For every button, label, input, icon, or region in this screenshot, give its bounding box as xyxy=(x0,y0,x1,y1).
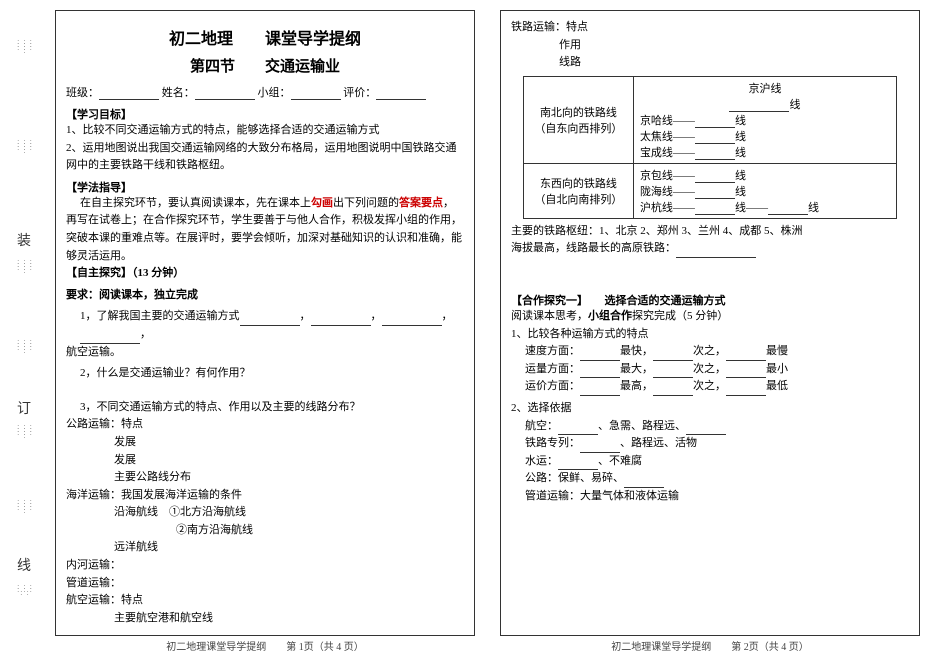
sea-2: 沿海航线 ①北方沿海航线 xyxy=(66,504,464,522)
title-section: 第四节 交通运输业 xyxy=(66,55,464,76)
coop-heading: 【合作探究一】 选择合适的交通运输方式 xyxy=(511,292,909,308)
cmp-volume: 运量方面：最大，次之，最小 xyxy=(511,361,909,379)
cmp-heading: 1、比较各种运输方式的特点 xyxy=(511,326,909,344)
coop-sub: 阅读课本思考，小组合作探究完成（5 分钟） xyxy=(511,308,909,326)
river-line: 内河运输： xyxy=(66,557,464,575)
road-line: 公路运输：特点 xyxy=(66,416,464,434)
sea-4: 远洋航线 xyxy=(66,539,464,557)
footer-1: 初二地理课堂导学提纲 第 1页（共 4 页） xyxy=(56,638,474,653)
basis-air: 航空：、急需、路程远、 xyxy=(511,418,909,436)
sea-3: ②南方沿海航线 xyxy=(66,522,464,540)
basis-heading: 2、选择依据 xyxy=(511,400,909,418)
hub-text: 主要的铁路枢纽：1、北京 2、郑州 3、兰州 4、成都 5、株洲 xyxy=(511,223,909,241)
basis-road: 公路：保鲜、易碎、 xyxy=(511,470,909,488)
table-row: 东西向的铁路线（自北向南排列） 京包线——线 陇海线——线 沪杭线——线——线 xyxy=(523,163,896,218)
table-row: 南北向的铁路线（自东向西排列） 京沪线 线 京哈线——线 太焦线——线 宝成线—… xyxy=(523,76,896,163)
lbl-group: 小组： xyxy=(258,87,291,99)
q2: 2，什么是交通运输业？有何作用？ xyxy=(66,365,464,383)
rail-line: 线路 xyxy=(511,54,909,72)
goals-heading: 【学习目标】 xyxy=(66,106,464,122)
sea-line: 海洋运输：我国发展海洋运输的条件 xyxy=(66,487,464,505)
rail-use: 作用 xyxy=(511,37,909,55)
form-row: 班级： 姓名： 小组： 评价： xyxy=(66,84,464,100)
lbl-class: 班级： xyxy=(66,87,99,99)
page-1: 初二地理 课堂导学提纲 第四节 交通运输业 班级： 姓名： 小组： 评价： 【学… xyxy=(55,10,475,636)
road-3: 发展 xyxy=(66,452,464,470)
basis-rail: 铁路专列：、路程远、活物 xyxy=(511,435,909,453)
cell-ew: 东西向的铁路线（自北向南排列） xyxy=(523,163,633,218)
guide-heading: 【学法指导】 xyxy=(66,179,464,195)
air-line: 航空运输：特点 xyxy=(66,592,464,610)
cell-ns-lines: 京沪线 线 京哈线——线 太焦线——线 宝成线——线 xyxy=(633,76,896,163)
q3: 3，不同交通运输方式的特点、作用以及主要的线路分布？ xyxy=(66,399,464,417)
goal-1: 1、比较不同交通运输方式的特点，能够选择合适的交通运输方式 xyxy=(66,122,464,140)
requirement: 要求：阅读课本，独立完成 xyxy=(66,287,464,305)
self-heading: 【自主探究】（13 分钟） xyxy=(66,265,464,283)
cmp-price: 运价方面：最高，次之，最低 xyxy=(511,378,909,396)
guide-text: 在自主探究环节，要认真阅读课本，先在课本上勾画出下列问题的答案要点，再写在试卷上… xyxy=(66,195,464,265)
cmp-speed: 速度方面：最快，次之，最慢 xyxy=(511,343,909,361)
basis-water: 水运：、不难腐 xyxy=(511,453,909,471)
page-2: 铁路运输：特点 作用 线路 南北向的铁路线（自东向西排列） 京沪线 线 京哈线—… xyxy=(500,10,920,636)
plateau-text: 海拔最高，线路最长的高原铁路： xyxy=(511,240,909,258)
rail-table: 南北向的铁路线（自东向西排列） 京沪线 线 京哈线——线 太焦线——线 宝成线—… xyxy=(523,76,897,219)
lbl-eval: 评价： xyxy=(343,87,376,99)
road-4: 主要公路线分布 xyxy=(66,469,464,487)
q1-air: 航空运输。 xyxy=(66,344,464,362)
q1: 1，了解我国主要的交通运输方式，，，， xyxy=(66,308,464,343)
lbl-name: 姓名： xyxy=(162,87,195,99)
title-subject: 初二地理 课堂导学提纲 xyxy=(66,25,464,49)
cell-ew-lines: 京包线——线 陇海线——线 沪杭线——线——线 xyxy=(633,163,896,218)
cell-ns: 南北向的铁路线（自东向西排列） xyxy=(523,76,633,163)
footer-2: 初二地理课堂导学提纲 第 2页（共 4 页） xyxy=(501,638,919,653)
goal-2: 2、运用地图说出我国交通运输网络的大致分布格局，运用地图说明中国铁路交通网中的主… xyxy=(66,140,464,175)
air-3: 主要航空港和航空线 xyxy=(66,610,464,628)
rail-hd: 铁路运输：特点 xyxy=(511,19,909,37)
road-2: 发展 xyxy=(66,434,464,452)
pipe-line: 管道运输： xyxy=(66,575,464,593)
basis-pipe: 管道运输：大量气体和液体运输 xyxy=(511,488,909,506)
